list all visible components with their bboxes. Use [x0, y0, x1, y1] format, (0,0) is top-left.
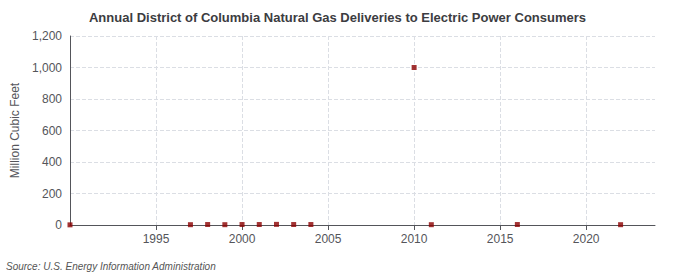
svg-text:2000: 2000 [229, 232, 256, 246]
svg-text:400: 400 [42, 155, 62, 169]
svg-text:2020: 2020 [573, 232, 600, 246]
svg-text:Annual District of Columbia Na: Annual District of Columbia Natural Gas … [89, 10, 586, 25]
svg-text:1995: 1995 [143, 232, 170, 246]
svg-text:Source: U.S. Energy Informatio: Source: U.S. Energy Information Administ… [6, 261, 216, 272]
svg-text:Million Cubic Feet: Million Cubic Feet [8, 82, 22, 178]
svg-text:800: 800 [42, 92, 62, 106]
svg-text:2005: 2005 [315, 232, 342, 246]
svg-text:1,200: 1,200 [32, 29, 62, 43]
svg-text:0: 0 [55, 218, 62, 232]
svg-text:600: 600 [42, 124, 62, 138]
svg-text:200: 200 [42, 187, 62, 201]
svg-text:1,000: 1,000 [32, 61, 62, 75]
svg-text:2015: 2015 [487, 232, 514, 246]
svg-text:2010: 2010 [401, 232, 428, 246]
